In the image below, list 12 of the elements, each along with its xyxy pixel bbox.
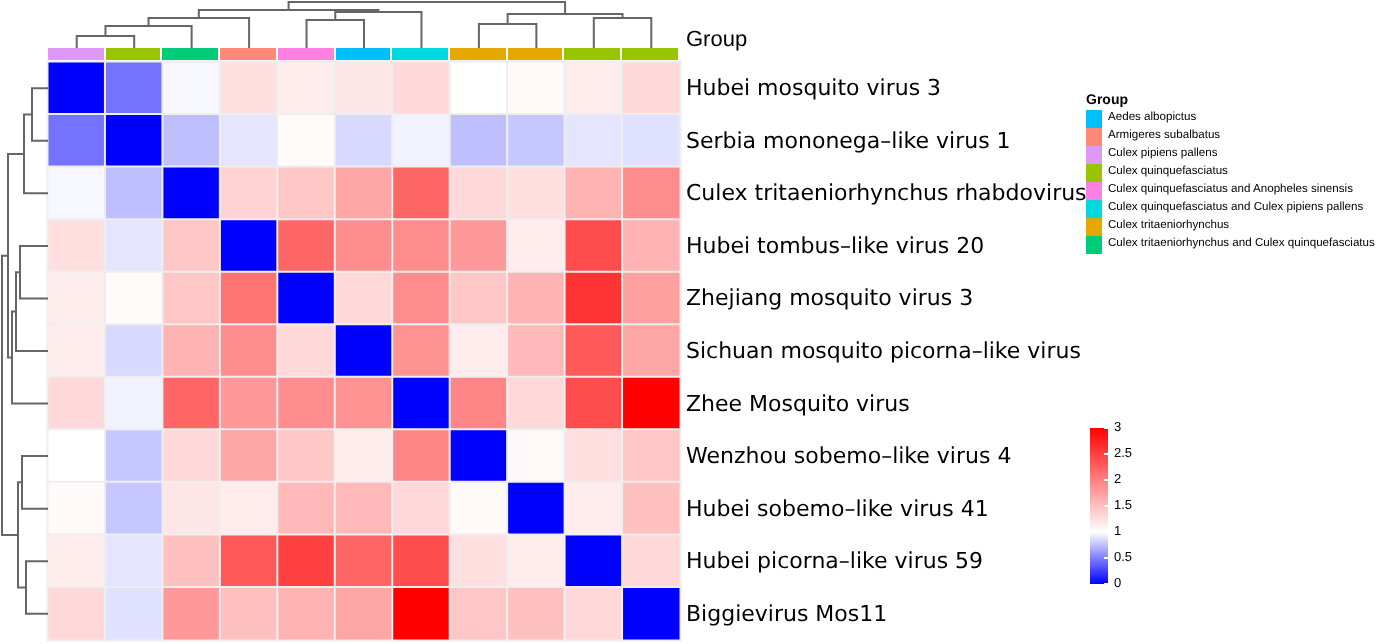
y-tick-label: Biggievirus Mos11 [686,600,888,627]
y-tick-label: Hubei tombus–like virus 20 [686,232,985,259]
y-tick-label: Wenzhou sobemo–like virus 4 [686,443,1012,470]
y-tick-label: Hubei sobemo–like virus 41 [686,495,989,522]
y-tick-label: Hubei mosquito virus 3 [686,75,942,102]
y-tick-label: Hubei picorna–like virus 59 [686,548,984,575]
text: Group [686,28,748,52]
y-tick-label: Zhee Mosquito virus [686,390,911,417]
y-tick-label: Culex tritaeniorhynchus rhabdovirus [686,180,1088,207]
y-tick-label: Sichuan mosquito picorna–like virus [686,338,1082,364]
y-tick-label: Zhejiang mosquito virus 3 [686,285,974,312]
y-tick-label: Serbia mononega–like virus 1 [686,127,1011,154]
